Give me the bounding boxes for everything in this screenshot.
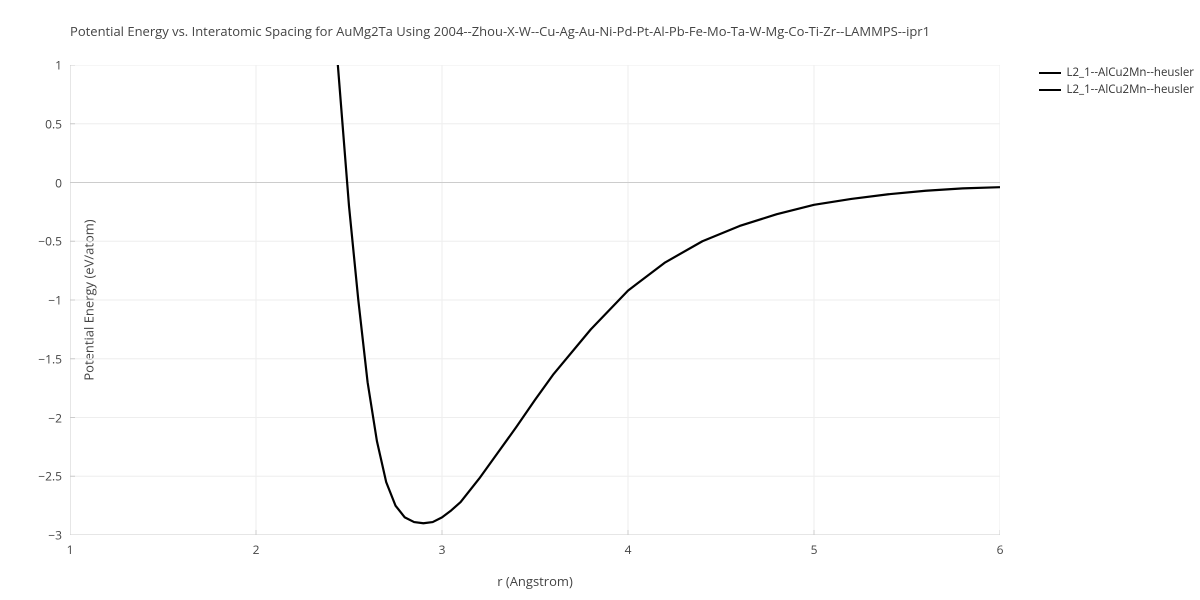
y-tick-label: −2.5 bbox=[38, 468, 62, 485]
legend-item[interactable]: L2_1--AlCu2Mn--heusler bbox=[1039, 65, 1194, 80]
y-tick-label: −1.5 bbox=[38, 350, 62, 367]
y-tick-label: 0 bbox=[55, 174, 62, 191]
y-tick-label: −0.5 bbox=[38, 233, 62, 250]
plot-svg bbox=[70, 65, 1000, 535]
y-tick-label: −2 bbox=[48, 409, 62, 426]
series-line[interactable] bbox=[330, 65, 1000, 523]
y-tick-label: −3 bbox=[48, 527, 62, 544]
legend-label: L2_1--AlCu2Mn--heusler bbox=[1066, 65, 1194, 80]
plot-area bbox=[70, 65, 1000, 535]
x-tick-label: 5 bbox=[811, 541, 818, 558]
y-tick-label: 1 bbox=[55, 57, 62, 74]
legend-item[interactable]: L2_1--AlCu2Mn--heusler bbox=[1039, 82, 1194, 97]
chart-container: Potential Energy vs. Interatomic Spacing… bbox=[0, 0, 1200, 600]
chart-title: Potential Energy vs. Interatomic Spacing… bbox=[60, 22, 1200, 40]
legend-line-icon bbox=[1039, 89, 1061, 91]
x-tick-label: 2 bbox=[253, 541, 260, 558]
legend: L2_1--AlCu2Mn--heusler L2_1--AlCu2Mn--he… bbox=[1039, 65, 1194, 99]
x-tick-label: 3 bbox=[439, 541, 446, 558]
x-tick-label: 6 bbox=[997, 541, 1004, 558]
x-tick-label: 1 bbox=[67, 541, 74, 558]
y-tick-label: −1 bbox=[48, 292, 62, 309]
x-axis-label: r (Angstrom) bbox=[70, 572, 1000, 590]
legend-line-icon bbox=[1039, 72, 1061, 74]
y-tick-label: 0.5 bbox=[45, 115, 62, 132]
legend-label: L2_1--AlCu2Mn--heusler bbox=[1066, 82, 1194, 97]
x-tick-label: 4 bbox=[625, 541, 632, 558]
